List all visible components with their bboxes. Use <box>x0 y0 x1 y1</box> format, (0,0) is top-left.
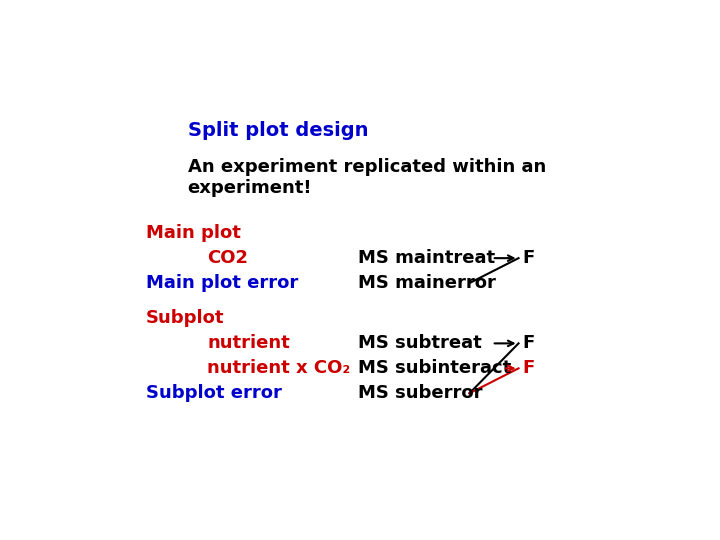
Text: Split plot design: Split plot design <box>188 121 368 140</box>
Text: Subplot error: Subplot error <box>145 384 282 402</box>
Text: MS suberror: MS suberror <box>358 384 482 402</box>
Text: CO2: CO2 <box>207 249 248 267</box>
Text: MS subtreat: MS subtreat <box>358 334 482 353</box>
Text: nutrient x CO₂: nutrient x CO₂ <box>207 359 351 377</box>
Text: F: F <box>523 334 535 353</box>
Text: An experiment replicated within an
experiment!: An experiment replicated within an exper… <box>188 158 546 197</box>
Text: Main plot: Main plot <box>145 224 240 242</box>
Text: F: F <box>523 359 535 377</box>
Text: MS mainerror: MS mainerror <box>358 274 495 292</box>
Text: MS subinteract: MS subinteract <box>358 359 511 377</box>
Text: Subplot: Subplot <box>145 309 225 327</box>
Text: F: F <box>523 249 535 267</box>
Text: Main plot error: Main plot error <box>145 274 298 292</box>
Text: MS maintreat: MS maintreat <box>358 249 495 267</box>
Text: nutrient: nutrient <box>207 334 290 353</box>
